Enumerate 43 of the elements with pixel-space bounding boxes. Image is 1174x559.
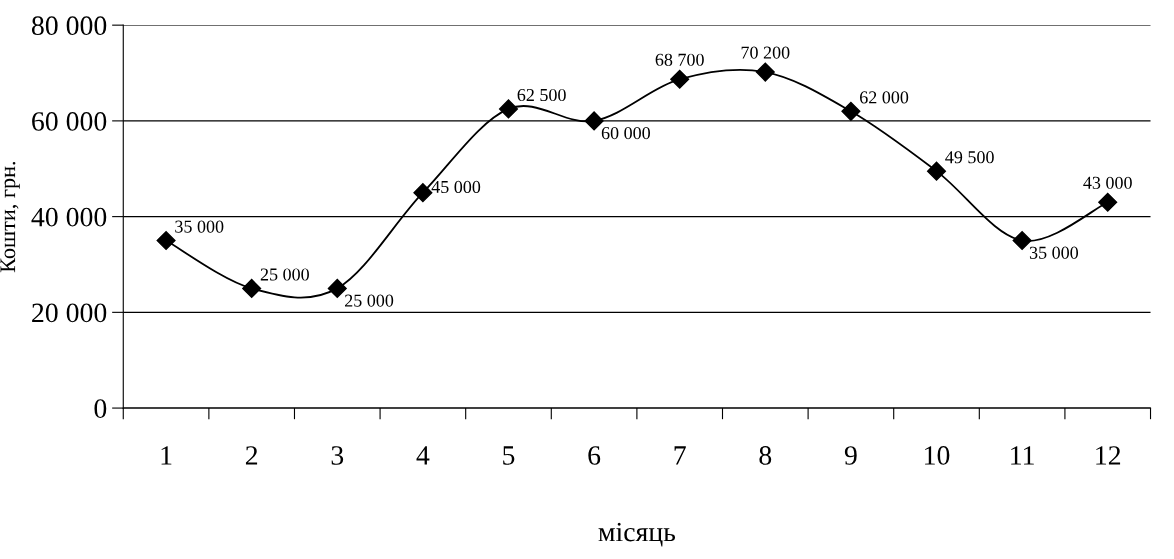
point [670,69,690,89]
y-axis-title: Кошти, грн. [0,161,20,273]
data-label: 62 000 [860,91,909,104]
y-tick-label: 0 [94,399,107,418]
point [413,183,433,203]
x-tick-label: 2 [245,446,258,465]
y-tick-label: 40 000 [31,207,107,227]
point [498,99,519,119]
data-label: 35 000 [1029,246,1079,259]
x-tick-label: 7 [674,446,686,465]
x-tick-label: 12 [1096,446,1121,465]
data-label: 70 200 [741,46,790,59]
point [156,231,176,251]
point [755,62,775,82]
data-label: 43 000 [1083,176,1132,189]
x-tick-label: 3 [331,446,344,465]
x-tick-label: 4 [416,446,430,465]
y-tick-label: 20 000 [32,303,107,323]
x-tick-label: 5 [503,446,515,465]
data-label: 60 000 [601,126,650,140]
point [1098,192,1118,212]
point [584,111,604,131]
x-tick-label: 11 [1011,446,1034,465]
point [841,101,861,121]
point [1012,231,1032,251]
x-axis-title: місяць [598,522,676,547]
data-label: 49 500 [945,151,994,164]
y-tick-label: 80 000 [31,16,107,36]
x-tick-label: 1 [161,446,172,465]
x-tick-label: 9 [844,446,857,465]
point [242,278,262,298]
data-label: 62 500 [517,88,566,102]
x-tick-label: 6 [588,446,601,465]
data-label: 45 000 [431,180,481,194]
data-label: 25 000 [345,294,394,307]
data-label: 25 000 [260,268,309,281]
point [327,278,347,298]
x-tick-label: 8 [759,446,772,465]
x-tick-label: 10 [925,446,950,465]
data-label: 35 000 [175,220,224,233]
point [926,161,947,181]
data-label: 68 700 [655,53,704,66]
y-tick-label: 60 000 [32,112,107,131]
